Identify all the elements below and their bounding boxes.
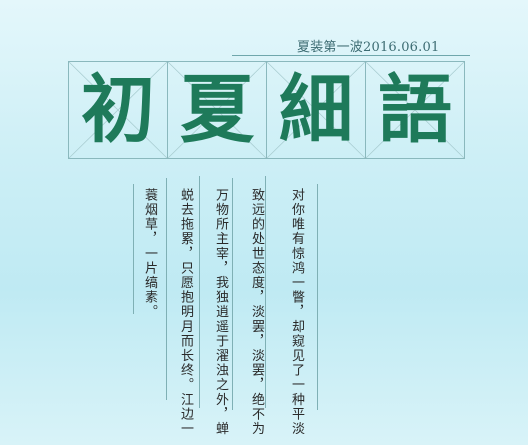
column-divider — [199, 176, 200, 408]
grid-diagonals — [168, 62, 266, 158]
grid-diagonals — [267, 62, 365, 158]
column-divider — [232, 178, 233, 410]
poem-column-4: 蜕去拖累，只愿抱明月而长终。江边一 — [178, 188, 193, 437]
column-divider — [265, 176, 266, 408]
title-cell-3: 細 — [266, 61, 366, 159]
title-char: 語 — [378, 67, 452, 153]
poem-column-5: 蓑烟草，一片缟素。 — [142, 188, 157, 320]
title-cell-1: 初 — [68, 61, 168, 159]
subtitle-date: 夏装第一波2016.06.01 — [297, 40, 440, 55]
poem-column-1: 对你唯有惊鸿一瞥，却窥见了一种平淡 — [289, 188, 304, 437]
column-divider — [133, 184, 134, 314]
column-divider — [317, 184, 318, 410]
grid-diagonals — [366, 62, 464, 158]
grid-diagonals — [69, 62, 167, 158]
title-grid: 初 夏 細 語 — [68, 61, 468, 159]
title-char: 細 — [279, 67, 353, 153]
poem-column-3: 万物所主宰，我独逍遥于濯浊之外，蝉 — [213, 188, 228, 437]
title-cell-2: 夏 — [167, 61, 267, 159]
poem-column-2: 致远的处世态度，淡罢，淡罢，绝不为 — [249, 188, 264, 437]
title-cell-4: 語 — [365, 61, 465, 159]
subtitle-underline — [232, 55, 470, 56]
title-char: 初 — [81, 67, 155, 153]
column-divider — [166, 178, 167, 400]
title-char: 夏 — [180, 67, 254, 153]
